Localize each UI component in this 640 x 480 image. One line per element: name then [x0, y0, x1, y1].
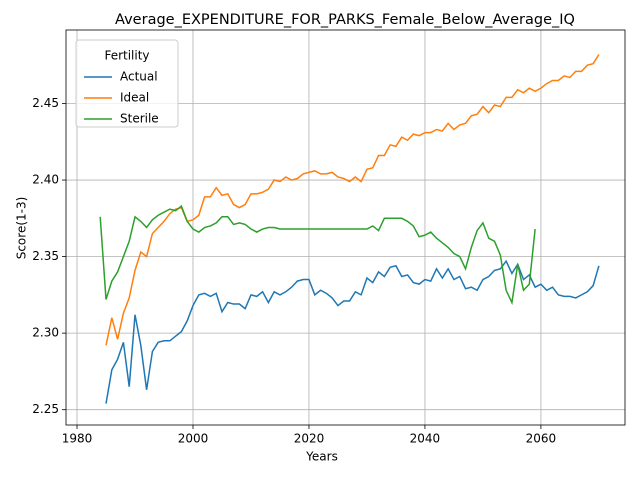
x-tick-label: 1980 [62, 432, 93, 446]
x-axis-label: Years [305, 450, 338, 464]
legend-label: Sterile [120, 112, 159, 126]
y-axis-label: Score(1-3) [15, 197, 29, 260]
y-tick-label: 2.45 [32, 96, 59, 110]
x-tick-label: 2020 [294, 432, 325, 446]
chart-title: Average_EXPENDITURE_FOR_PARKS_Female_Bel… [115, 12, 575, 28]
series-line [105, 259, 600, 404]
series-line [105, 54, 600, 346]
legend-box [75, 39, 179, 128]
y-tick-label: 2.35 [32, 249, 59, 263]
x-tick-label: 2000 [178, 432, 209, 446]
x-tick-label: 2040 [410, 432, 441, 446]
series-line [99, 204, 536, 306]
legend-label: Actual [120, 70, 158, 84]
y-tick-label: 2.30 [32, 326, 59, 340]
y-tick-label: 2.40 [32, 173, 59, 187]
legend-label: Ideal [120, 91, 149, 105]
x-tick-label: 2060 [526, 432, 557, 446]
y-tick-label: 2.25 [32, 402, 59, 416]
legend-title: Fertility [104, 49, 149, 63]
plot-frame [65, 29, 626, 426]
